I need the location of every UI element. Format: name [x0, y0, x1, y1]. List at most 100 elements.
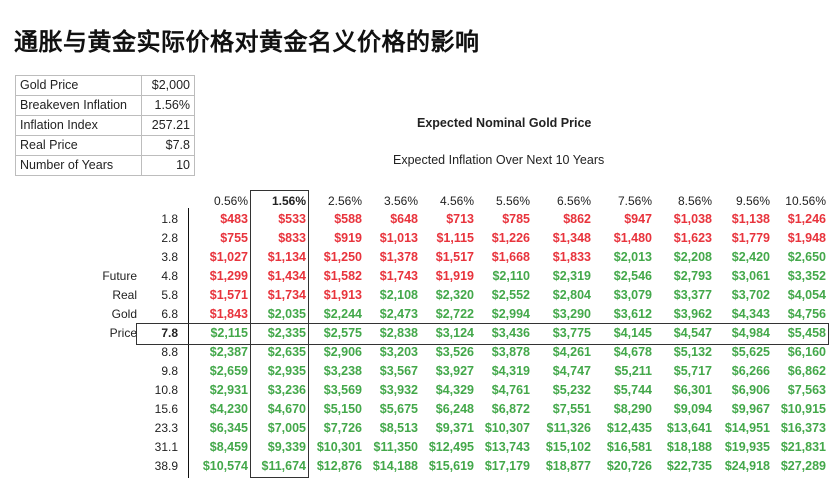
param-row: Inflation Index 257.21: [15, 115, 195, 136]
table-cell: $1,013: [379, 231, 418, 245]
table-cell: $1,115: [436, 231, 474, 245]
table-cell: $4,756: [787, 307, 826, 321]
table-cell: $1,582: [323, 269, 362, 283]
column-header: 6.56%: [556, 194, 591, 208]
param-row: Gold Price $2,000: [15, 75, 195, 96]
table-cell: $1,779: [731, 231, 770, 245]
param-value: $7.8: [141, 135, 195, 156]
table-cell: $2,659: [209, 364, 248, 378]
table-cell: $11,350: [373, 440, 419, 454]
table-cell: $3,612: [613, 307, 652, 321]
table-cell: $3,878: [491, 345, 530, 359]
table-cell: $3,962: [673, 307, 712, 321]
column-header: 2.56%: [327, 194, 362, 208]
row-label: 15.6: [154, 402, 178, 416]
table-cell: $15,102: [545, 440, 591, 454]
param-row: Real Price $7.8: [15, 135, 195, 156]
table-cell: $2,387: [209, 345, 248, 359]
table-cell: $2,319: [552, 269, 591, 283]
page-title: 通胀与黄金实际价格对黄金名义价格的影响: [14, 28, 480, 56]
table-cell: $2,552: [491, 288, 530, 302]
table-cell: $2,575: [323, 326, 362, 340]
table-cell: $5,458: [787, 326, 826, 340]
table-cell: $833: [278, 231, 306, 245]
table-cell: $3,702: [731, 288, 770, 302]
table-cell: $3,567: [379, 364, 418, 378]
table-cell: $13,743: [484, 440, 530, 454]
table-cell: $6,862: [787, 364, 826, 378]
table-cell: $1,246: [787, 212, 826, 226]
table-cell: $3,436: [491, 326, 530, 340]
table-cell: $2,546: [613, 269, 652, 283]
column-axis-label: Expected Inflation Over Next 10 Years: [393, 153, 605, 167]
table-cell: $6,301: [673, 383, 712, 397]
table-cell: $919: [334, 231, 362, 245]
table-cell: $9,967: [731, 402, 770, 416]
selected-row-highlight: [136, 323, 829, 345]
row-label: 1.8: [161, 212, 178, 226]
table-cell: $1,480: [613, 231, 652, 245]
param-label: Breakeven Inflation: [15, 95, 142, 116]
row-axis-label-real: Real: [112, 288, 137, 302]
param-row: Breakeven Inflation 1.56%: [15, 95, 195, 116]
table-cell: $533: [278, 212, 306, 226]
table-cell: $3,932: [379, 383, 418, 397]
table-cell: $8,459: [209, 440, 248, 454]
table-cell: $5,717: [673, 364, 712, 378]
table-cell: $2,244: [323, 307, 362, 321]
param-value: $2,000: [141, 75, 195, 96]
table-cell: $2,035: [267, 307, 306, 321]
table-cell: $1,038: [673, 212, 712, 226]
table-cell: $2,208: [673, 250, 712, 264]
table-cell: $15,619: [428, 459, 474, 473]
table-cell: $10,574: [202, 459, 248, 473]
table-cell: $713: [446, 212, 474, 226]
table-cell: $2,115: [210, 326, 248, 340]
table-cell: $6,160: [787, 345, 826, 359]
row-axis-label-gold: Gold: [111, 307, 137, 321]
table-cell: $21,831: [780, 440, 826, 454]
table-cell: $5,232: [552, 383, 591, 397]
table-cell: $3,203: [379, 345, 418, 359]
table-cell: $1,948: [787, 231, 826, 245]
table-cell: $2,838: [379, 326, 418, 340]
column-header: 4.56%: [439, 194, 474, 208]
table-cell: $1,919: [435, 269, 474, 283]
table-cell: $16,581: [606, 440, 652, 454]
table-cell: $12,435: [606, 421, 652, 435]
table-cell: $27,289: [780, 459, 826, 473]
table-cell: $12,495: [428, 440, 474, 454]
table-cell: $1,843: [209, 307, 248, 321]
table-cell: $5,150: [323, 402, 362, 416]
row-label: 23.3: [154, 421, 178, 435]
table-cell: $2,110: [492, 269, 530, 283]
row-axis-label-price: Price: [109, 326, 137, 340]
table-cell: $18,877: [545, 459, 591, 473]
column-header: 3.56%: [383, 194, 418, 208]
table-cell: $16,373: [780, 421, 826, 435]
table-cell: $1,571: [209, 288, 248, 302]
row-label: 38.9: [154, 459, 178, 473]
table-cell: $8,290: [613, 402, 652, 416]
param-value: 257.21: [141, 115, 195, 136]
param-label: Number of Years: [15, 155, 142, 176]
table-cell: $18,188: [666, 440, 712, 454]
table-cell: $17,179: [484, 459, 530, 473]
table-cell: $4,747: [552, 364, 591, 378]
table-cell: $12,876: [316, 459, 362, 473]
table-cell: $862: [563, 212, 591, 226]
table-cell: $3,927: [435, 364, 474, 378]
row-label: 4.8: [161, 269, 178, 283]
table-cell: $4,761: [491, 383, 530, 397]
table-cell: $947: [624, 212, 652, 226]
table-cell: $1,668: [491, 250, 530, 264]
table-cell: $4,329: [435, 383, 474, 397]
table-cell: $9,371: [435, 421, 474, 435]
column-header: 8.56%: [677, 194, 712, 208]
table-cell: $3,377: [673, 288, 712, 302]
row-label: 7.8: [161, 326, 178, 340]
row-label: 2.8: [161, 231, 178, 245]
table-cell: $3,236: [267, 383, 306, 397]
table-cell: $2,793: [673, 269, 712, 283]
table-cell: $6,266: [731, 364, 770, 378]
